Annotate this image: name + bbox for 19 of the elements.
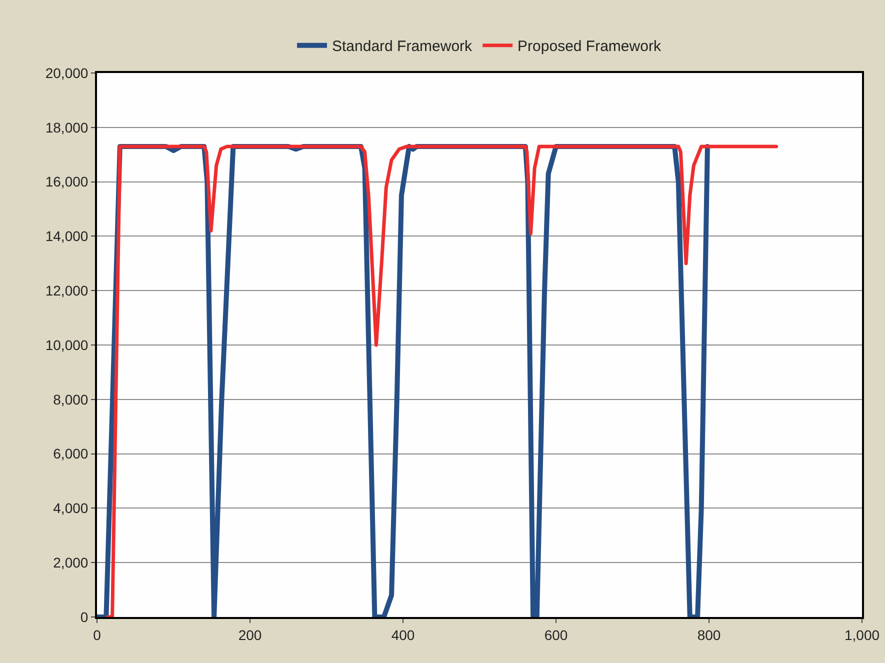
y-tick-label: 20,000	[45, 64, 88, 81]
y-tick-label: 16,000	[45, 174, 88, 190]
x-tick-label: 800	[697, 626, 721, 643]
y-tick-label: 0	[80, 608, 88, 625]
y-tick-label: 8,000	[53, 391, 88, 408]
y-tick-label: 14,000	[45, 228, 88, 244]
y-tick-label: 10,000	[45, 336, 88, 353]
legend-label: Proposed Framework	[518, 38, 662, 56]
y-tick-label: 18,000	[45, 119, 88, 136]
y-tick-label: 12,000	[45, 282, 88, 298]
legend-label: Standard Framework	[332, 38, 473, 56]
x-tick-label: 0	[93, 626, 102, 643]
y-tick-label: 2,000	[53, 554, 88, 570]
y-tick-label: 6,000	[53, 446, 88, 462]
x-tick-label: 600	[544, 626, 568, 643]
x-tick-label: 400	[391, 626, 415, 643]
x-tick-label: 1,000	[844, 626, 880, 643]
x-tick-label: 200	[238, 626, 262, 643]
y-tick-label: 4,000	[53, 500, 88, 516]
